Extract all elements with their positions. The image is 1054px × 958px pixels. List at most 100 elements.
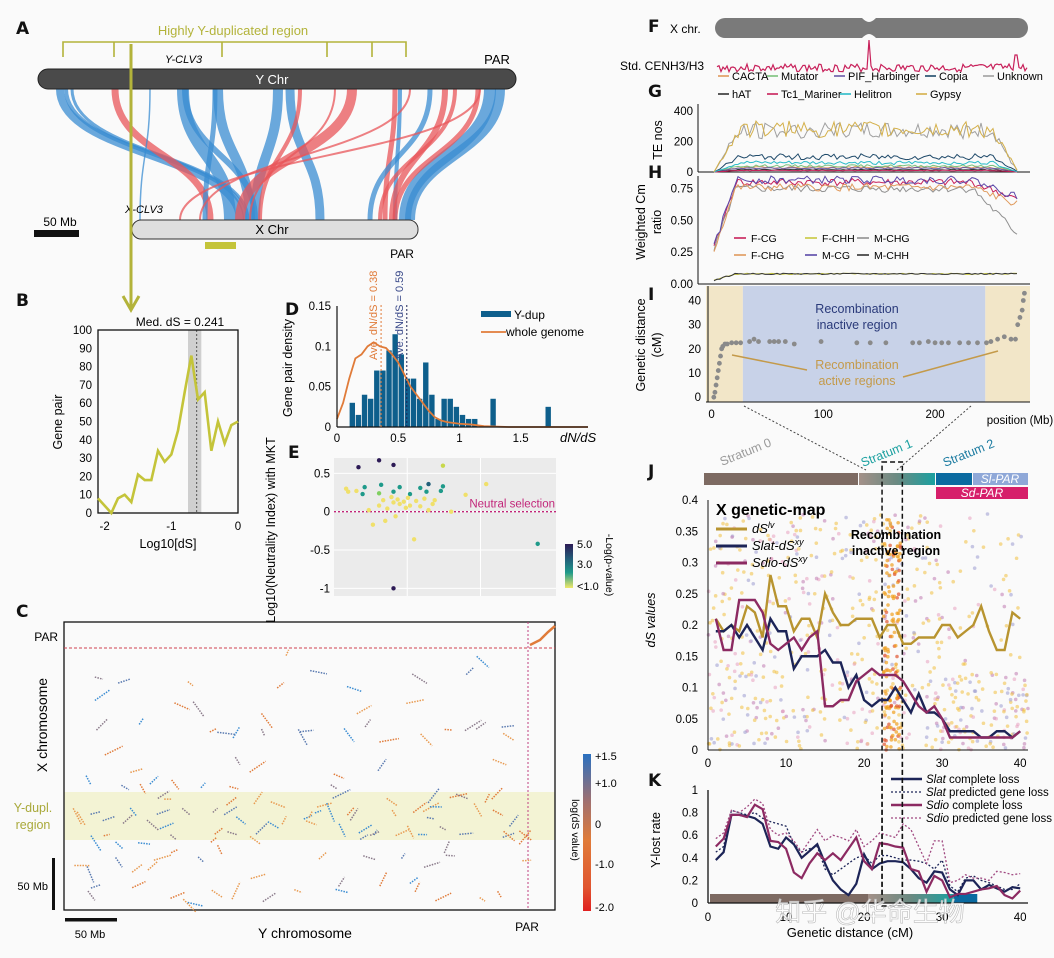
- legend-label: F-CG: [751, 233, 777, 245]
- ds-dot: [818, 527, 823, 532]
- ds-dot-inactive: [895, 611, 899, 616]
- ds-dot: [1008, 653, 1013, 657]
- ds-dot: [733, 651, 737, 656]
- synteny-segment: [318, 851, 328, 860]
- synteny-link: [139, 88, 151, 221]
- ds-dot: [919, 595, 923, 600]
- panel-f: F X chr. Std. CENH3/H3: [620, 17, 1028, 74]
- ds-dot-inactive: [894, 569, 898, 574]
- synteny-segment: [159, 822, 174, 830]
- data-point: [383, 518, 388, 524]
- synteny-segment: [210, 836, 218, 843]
- ds-dot: [935, 724, 940, 728]
- synteny-segment: [391, 809, 398, 818]
- ds-dot: [751, 700, 756, 705]
- ds-dot: [994, 701, 998, 706]
- ds-dot: [876, 696, 880, 701]
- x-chr-label: X Chr: [255, 222, 289, 237]
- ds-dot-inactive: [883, 592, 888, 596]
- ds-dot: [933, 691, 938, 695]
- ds-dot: [999, 689, 1004, 694]
- data-point: [932, 340, 938, 346]
- ds-dot-inactive: [888, 698, 892, 703]
- y-axis-label-1: Weighted Cm: [634, 184, 648, 260]
- synteny-segment: [114, 857, 123, 868]
- data-point: [776, 339, 782, 344]
- ds-dot: [905, 533, 909, 537]
- ds-dot-inactive: [894, 550, 899, 555]
- y-tick-label: 0.25: [671, 247, 693, 259]
- x-tick-label: 20: [858, 758, 871, 770]
- ds-dot: [753, 696, 758, 701]
- y-tick-label: 0.00: [671, 279, 693, 291]
- ds-dot: [913, 687, 917, 692]
- ds-dot: [971, 715, 976, 719]
- ds-dot: [749, 571, 754, 576]
- data-point: [718, 353, 723, 359]
- legend-label: hAT: [732, 89, 752, 101]
- data-point: [712, 389, 718, 395]
- ds-dot: [758, 652, 763, 657]
- synteny-segment: [508, 814, 519, 827]
- ds-dot: [910, 526, 914, 530]
- ds-dot: [768, 649, 773, 654]
- ds-dot: [838, 718, 842, 722]
- synteny-segment: [439, 825, 446, 831]
- ds-dot: [744, 633, 749, 637]
- ds-dot: [940, 729, 945, 733]
- x-tick-label: 40: [1014, 758, 1027, 770]
- synteny-segment: [349, 808, 359, 821]
- synteny-segment: [262, 892, 277, 903]
- ds-dot: [900, 743, 905, 748]
- ds-dot: [794, 580, 798, 584]
- x-tick-label: 1: [456, 433, 462, 445]
- ds-dot-inactive: [890, 612, 894, 617]
- ds-dot: [950, 692, 954, 697]
- ds-dot: [786, 555, 790, 560]
- ds-dot: [800, 586, 805, 591]
- data-point: [362, 484, 367, 490]
- ds-dot-inactive: [889, 685, 894, 690]
- synteny-segment: [359, 834, 369, 841]
- ds-dot: [1010, 706, 1015, 711]
- ds-dot: [985, 512, 990, 516]
- ds-dot: [822, 717, 827, 721]
- ds-dot: [804, 718, 808, 723]
- data-point: [715, 368, 721, 373]
- ds-dot: [823, 667, 827, 672]
- ds-dot: [925, 659, 930, 664]
- synteny-segment: [326, 802, 336, 822]
- ds-dot: [845, 670, 850, 674]
- stratum-0-bar: [704, 473, 858, 485]
- ds-dot: [999, 704, 1003, 708]
- ds-dot: [933, 702, 937, 706]
- ds-dot: [749, 673, 754, 677]
- synteny-segment: [497, 890, 502, 898]
- ds-dot-inactive: [897, 568, 901, 573]
- data-point: [984, 340, 989, 346]
- ds-dot: [805, 633, 810, 638]
- data-point: [440, 463, 446, 468]
- synteny-segment: [409, 876, 419, 885]
- ds-dot: [711, 606, 716, 610]
- ds-dot: [855, 746, 860, 751]
- legend-label: M-CHH: [874, 250, 909, 262]
- stratum-2-bar: [936, 473, 972, 485]
- synteny-segment: [333, 773, 345, 780]
- synteny-segment: [217, 731, 236, 736]
- synteny-segment: [231, 881, 241, 900]
- sl-par-bar: [973, 473, 1028, 485]
- ds-dot: [727, 741, 732, 745]
- ds-dot: [1008, 697, 1013, 702]
- ds-dot: [775, 541, 779, 545]
- ds-dot: [993, 690, 998, 695]
- ds-dot: [893, 513, 897, 518]
- data-point: [854, 340, 860, 346]
- synteny-segment: [335, 888, 349, 894]
- ds-dot-inactive: [885, 517, 889, 522]
- ds-dot: [989, 723, 994, 727]
- colorbar-tick-label: +1.0: [595, 778, 617, 790]
- ds-dot: [781, 709, 785, 714]
- synteny-segment: [492, 758, 507, 766]
- y-tick-label: 0: [695, 392, 701, 404]
